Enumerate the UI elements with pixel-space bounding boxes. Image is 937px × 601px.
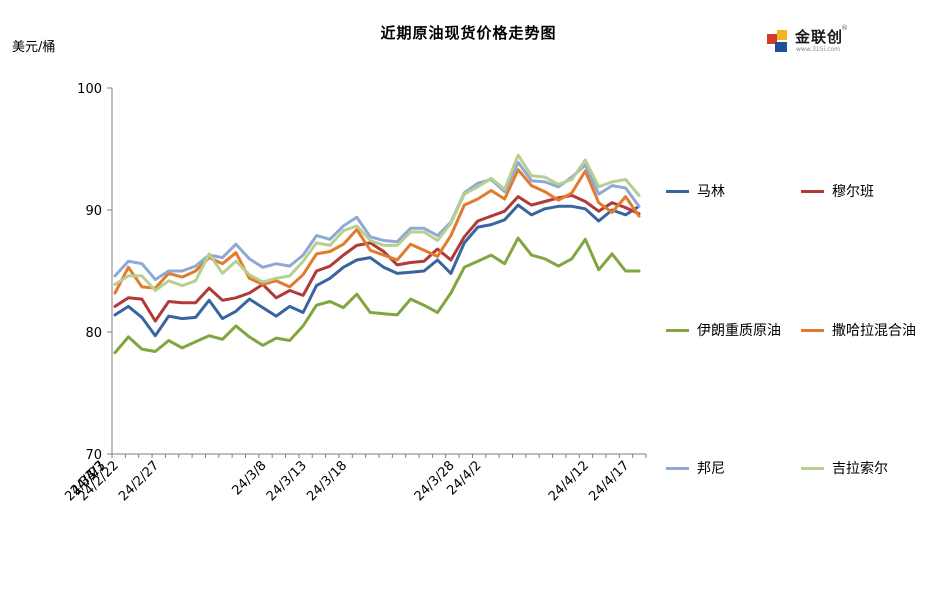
legend-swatch [801, 467, 824, 470]
legend-label: 邦尼 [697, 461, 725, 477]
legend-label: 伊朗重质原油 [697, 323, 781, 339]
series-line-3 [113, 236, 641, 355]
legend-label: 撒哈拉混合油 [832, 323, 916, 339]
legend-swatch [666, 190, 689, 193]
series-line-6 [113, 153, 641, 292]
y-tick-label: 80 [85, 326, 102, 341]
x-tick-label: 24/3/18 [304, 458, 350, 504]
x-tick-label: 24/2/27 [116, 458, 162, 504]
series-line-2 [113, 193, 641, 323]
logo-brand-text: 金联创 [795, 28, 844, 46]
legend-swatch [801, 329, 824, 332]
x-tick-label: 24/3/8 [229, 458, 269, 498]
y-tick-label: 90 [85, 204, 102, 219]
y-tick-label: 70 [85, 448, 102, 463]
legend-label: 马林 [697, 184, 725, 200]
legend-swatch [801, 190, 824, 193]
legend-label: 穆尔班 [832, 184, 874, 200]
series-line-1 [113, 203, 641, 338]
legend-swatch [666, 329, 689, 332]
y-axis-unit-label: 美元/桶 [12, 40, 56, 55]
x-tick-label: 24/3/13 [264, 458, 310, 504]
legend-label: 吉拉索尔 [832, 461, 888, 477]
series-line-5 [113, 160, 641, 281]
series-line-4 [113, 168, 641, 295]
logo-registered-mark: ® [841, 24, 848, 32]
chart-title: 近期原油现货价格走势图 [380, 24, 557, 42]
x-tick-label: 24/4/17 [586, 458, 632, 504]
legend-swatch [666, 467, 689, 470]
series-lines [113, 153, 641, 355]
brand-logo: 金联创 ® www.315i.com [765, 24, 855, 56]
y-tick-label: 100 [77, 82, 102, 97]
logo-mark-icon [767, 30, 787, 52]
logo-url-text: www.315i.com [796, 46, 840, 53]
x-tick-label: 24/4/12 [546, 458, 592, 504]
